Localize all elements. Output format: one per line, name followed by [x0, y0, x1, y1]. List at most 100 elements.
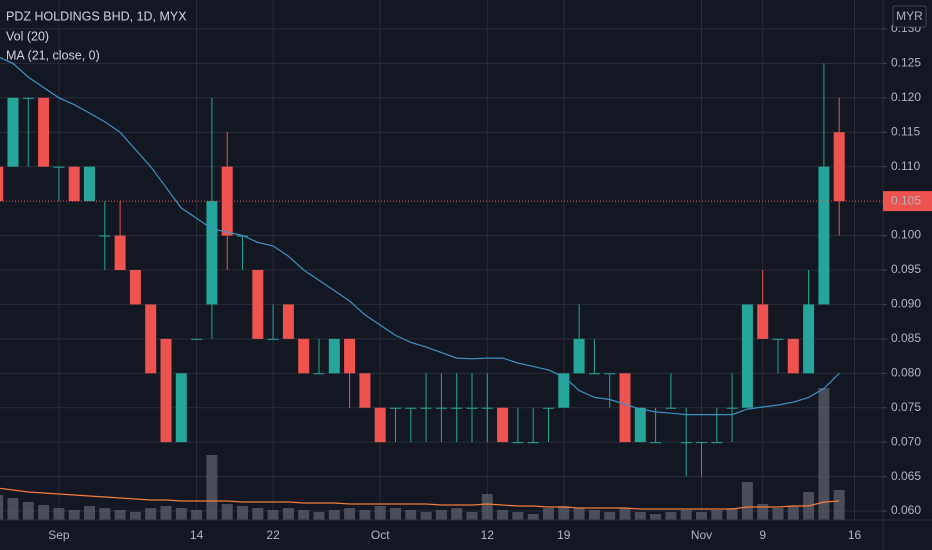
volume-bar	[558, 506, 570, 520]
volume-bar	[512, 512, 524, 520]
ma-legend: MA (21, close, 0)	[6, 48, 100, 62]
y-tick-label: 0.070	[891, 434, 921, 448]
volume-bar	[84, 506, 95, 520]
candle-body	[757, 304, 769, 339]
volume-bar	[38, 505, 50, 520]
volume-legend: Vol (20)	[6, 29, 49, 43]
candle-body	[129, 269, 141, 305]
volume-bar	[772, 508, 784, 520]
candle-body	[772, 338, 784, 340]
candle-body	[803, 304, 815, 374]
volume-bar	[420, 512, 432, 520]
volume-bar	[129, 512, 141, 520]
volume-bar	[68, 510, 80, 520]
y-tick-label: 0.115	[891, 124, 920, 138]
volume-pane	[0, 388, 845, 520]
volume-bar	[619, 508, 631, 520]
candle-body	[175, 373, 187, 443]
volume-bar	[237, 506, 248, 520]
last-price-box	[883, 191, 932, 212]
volume-bar	[145, 508, 157, 520]
volume-bar	[313, 512, 325, 520]
volume-bar	[818, 388, 830, 520]
y-tick-label: 0.075	[891, 400, 921, 414]
candle-body	[374, 407, 386, 443]
x-tick-label: Nov	[691, 528, 712, 542]
candle-body	[328, 338, 340, 374]
x-tick-label: 9	[759, 528, 766, 542]
volume-bar	[344, 508, 356, 520]
candle-body	[787, 338, 799, 374]
candle-body	[420, 407, 432, 409]
volume-bar	[206, 455, 218, 520]
y-tick-label: 0.085	[891, 331, 921, 345]
candle-body	[252, 269, 264, 339]
volume-bar	[252, 508, 264, 520]
candle-body	[221, 166, 233, 236]
y-tick-label: 0.125	[891, 56, 921, 70]
volume-bar	[604, 512, 616, 520]
volume-bar	[711, 510, 723, 520]
candle-body	[344, 338, 356, 374]
candle-body	[634, 407, 646, 443]
volume-bar	[726, 508, 738, 520]
x-tick-label: Sep	[48, 528, 70, 542]
candle-body	[53, 166, 65, 168]
volume-bar	[573, 508, 585, 520]
candle-body	[558, 373, 570, 408]
chart-title: PDZ HOLDINGS BHD, 1D, MYX	[6, 9, 187, 23]
candle-body	[7, 97, 19, 167]
y-tick-label: 0.120	[891, 90, 921, 104]
volume-bar	[481, 494, 493, 520]
candle-body	[390, 407, 401, 409]
volume-bar	[298, 510, 310, 520]
candle-body	[267, 338, 279, 340]
candle-body	[741, 304, 753, 408]
candle-body	[191, 338, 203, 340]
volume-bar	[99, 508, 111, 520]
volume-bar	[497, 510, 509, 520]
volume-bar	[741, 482, 753, 520]
candle-body	[650, 442, 662, 444]
volume-bar	[665, 512, 677, 520]
y-tick-label: 0.095	[891, 262, 921, 276]
volume-bar	[7, 498, 19, 520]
y-tick-label: 0.110	[891, 159, 920, 173]
x-tick-label: 22	[266, 528, 280, 542]
candle-body	[0, 166, 4, 202]
candle-body	[38, 97, 50, 167]
currency[interactable]: MYR	[896, 9, 923, 23]
volume-bar	[787, 506, 799, 520]
candle-body	[680, 442, 692, 444]
volume-bar	[650, 514, 662, 520]
candle-body	[451, 407, 463, 409]
volume-bar	[328, 510, 340, 520]
volume-bar	[175, 508, 187, 520]
candle-body	[99, 235, 111, 237]
volume-bar	[435, 510, 447, 520]
volume-bar	[757, 504, 769, 520]
ma-line	[0, 56, 840, 416]
volume-bar	[634, 512, 646, 520]
candle-body	[405, 407, 417, 409]
candle-body	[726, 407, 738, 409]
volume-bar	[543, 508, 554, 520]
candle-body	[22, 97, 34, 99]
volume-bar	[160, 506, 172, 520]
volume-bar	[680, 510, 692, 520]
volume-bar	[588, 510, 600, 520]
candle-body	[114, 235, 126, 270]
candle-body	[711, 442, 723, 444]
currency-box[interactable]	[892, 5, 927, 28]
y-tick-label: 0.065	[891, 469, 921, 483]
candle-body	[160, 338, 172, 443]
grid	[0, 0, 883, 520]
candle-body	[359, 373, 371, 408]
volume-bar	[527, 514, 539, 520]
candle-body	[481, 407, 493, 409]
y-tick-label: 0.090	[891, 297, 921, 311]
x-tick-label: 14	[190, 528, 204, 542]
candle-body	[527, 442, 539, 444]
volume-bar	[267, 510, 279, 520]
y-tick-label: 0.100	[891, 228, 921, 242]
